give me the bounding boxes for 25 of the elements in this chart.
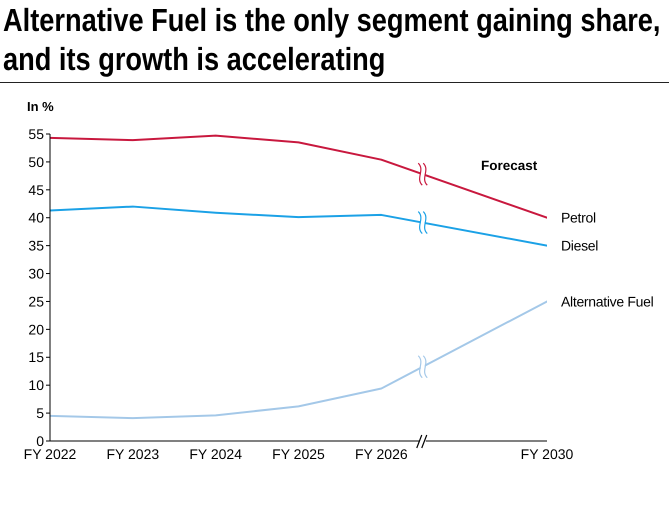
line-series (50, 134, 547, 219)
chart-title: Alternative Fuel is the only segment gaining share, and its growth is accelerating (3, 1, 662, 79)
x-tick-label: FY 2025 (272, 446, 326, 462)
y-axis-title: In % (27, 99, 54, 114)
x-tick-label: FY 2024 (189, 446, 242, 462)
line-series (50, 206, 547, 247)
y-tick-label: 10 (28, 377, 44, 394)
series-label: Diesel (561, 238, 598, 254)
line-series (50, 300, 547, 420)
y-tick-label: 35 (28, 238, 44, 254)
y-tick-label: 55 (28, 126, 44, 142)
y-tick-label: 40 (28, 210, 44, 226)
y-tick-label: 5 (36, 405, 44, 422)
y-tick-label: 25 (28, 293, 44, 310)
x-tick-label: FY 2023 (106, 446, 160, 462)
series-label: Petrol (561, 210, 596, 226)
x-tick-label: FY 2030 (520, 446, 574, 462)
x-tick-label: FY 2026 (354, 446, 408, 462)
y-tick-label: 20 (28, 321, 44, 338)
annotation: Forecast (481, 158, 538, 173)
y-tick-label: 50 (28, 154, 44, 170)
y-tick-label: 15 (28, 349, 44, 366)
series-label: Alternative Fuel (561, 293, 654, 310)
y-tick-label: 45 (28, 182, 44, 198)
y-tick-label: 30 (28, 266, 44, 282)
